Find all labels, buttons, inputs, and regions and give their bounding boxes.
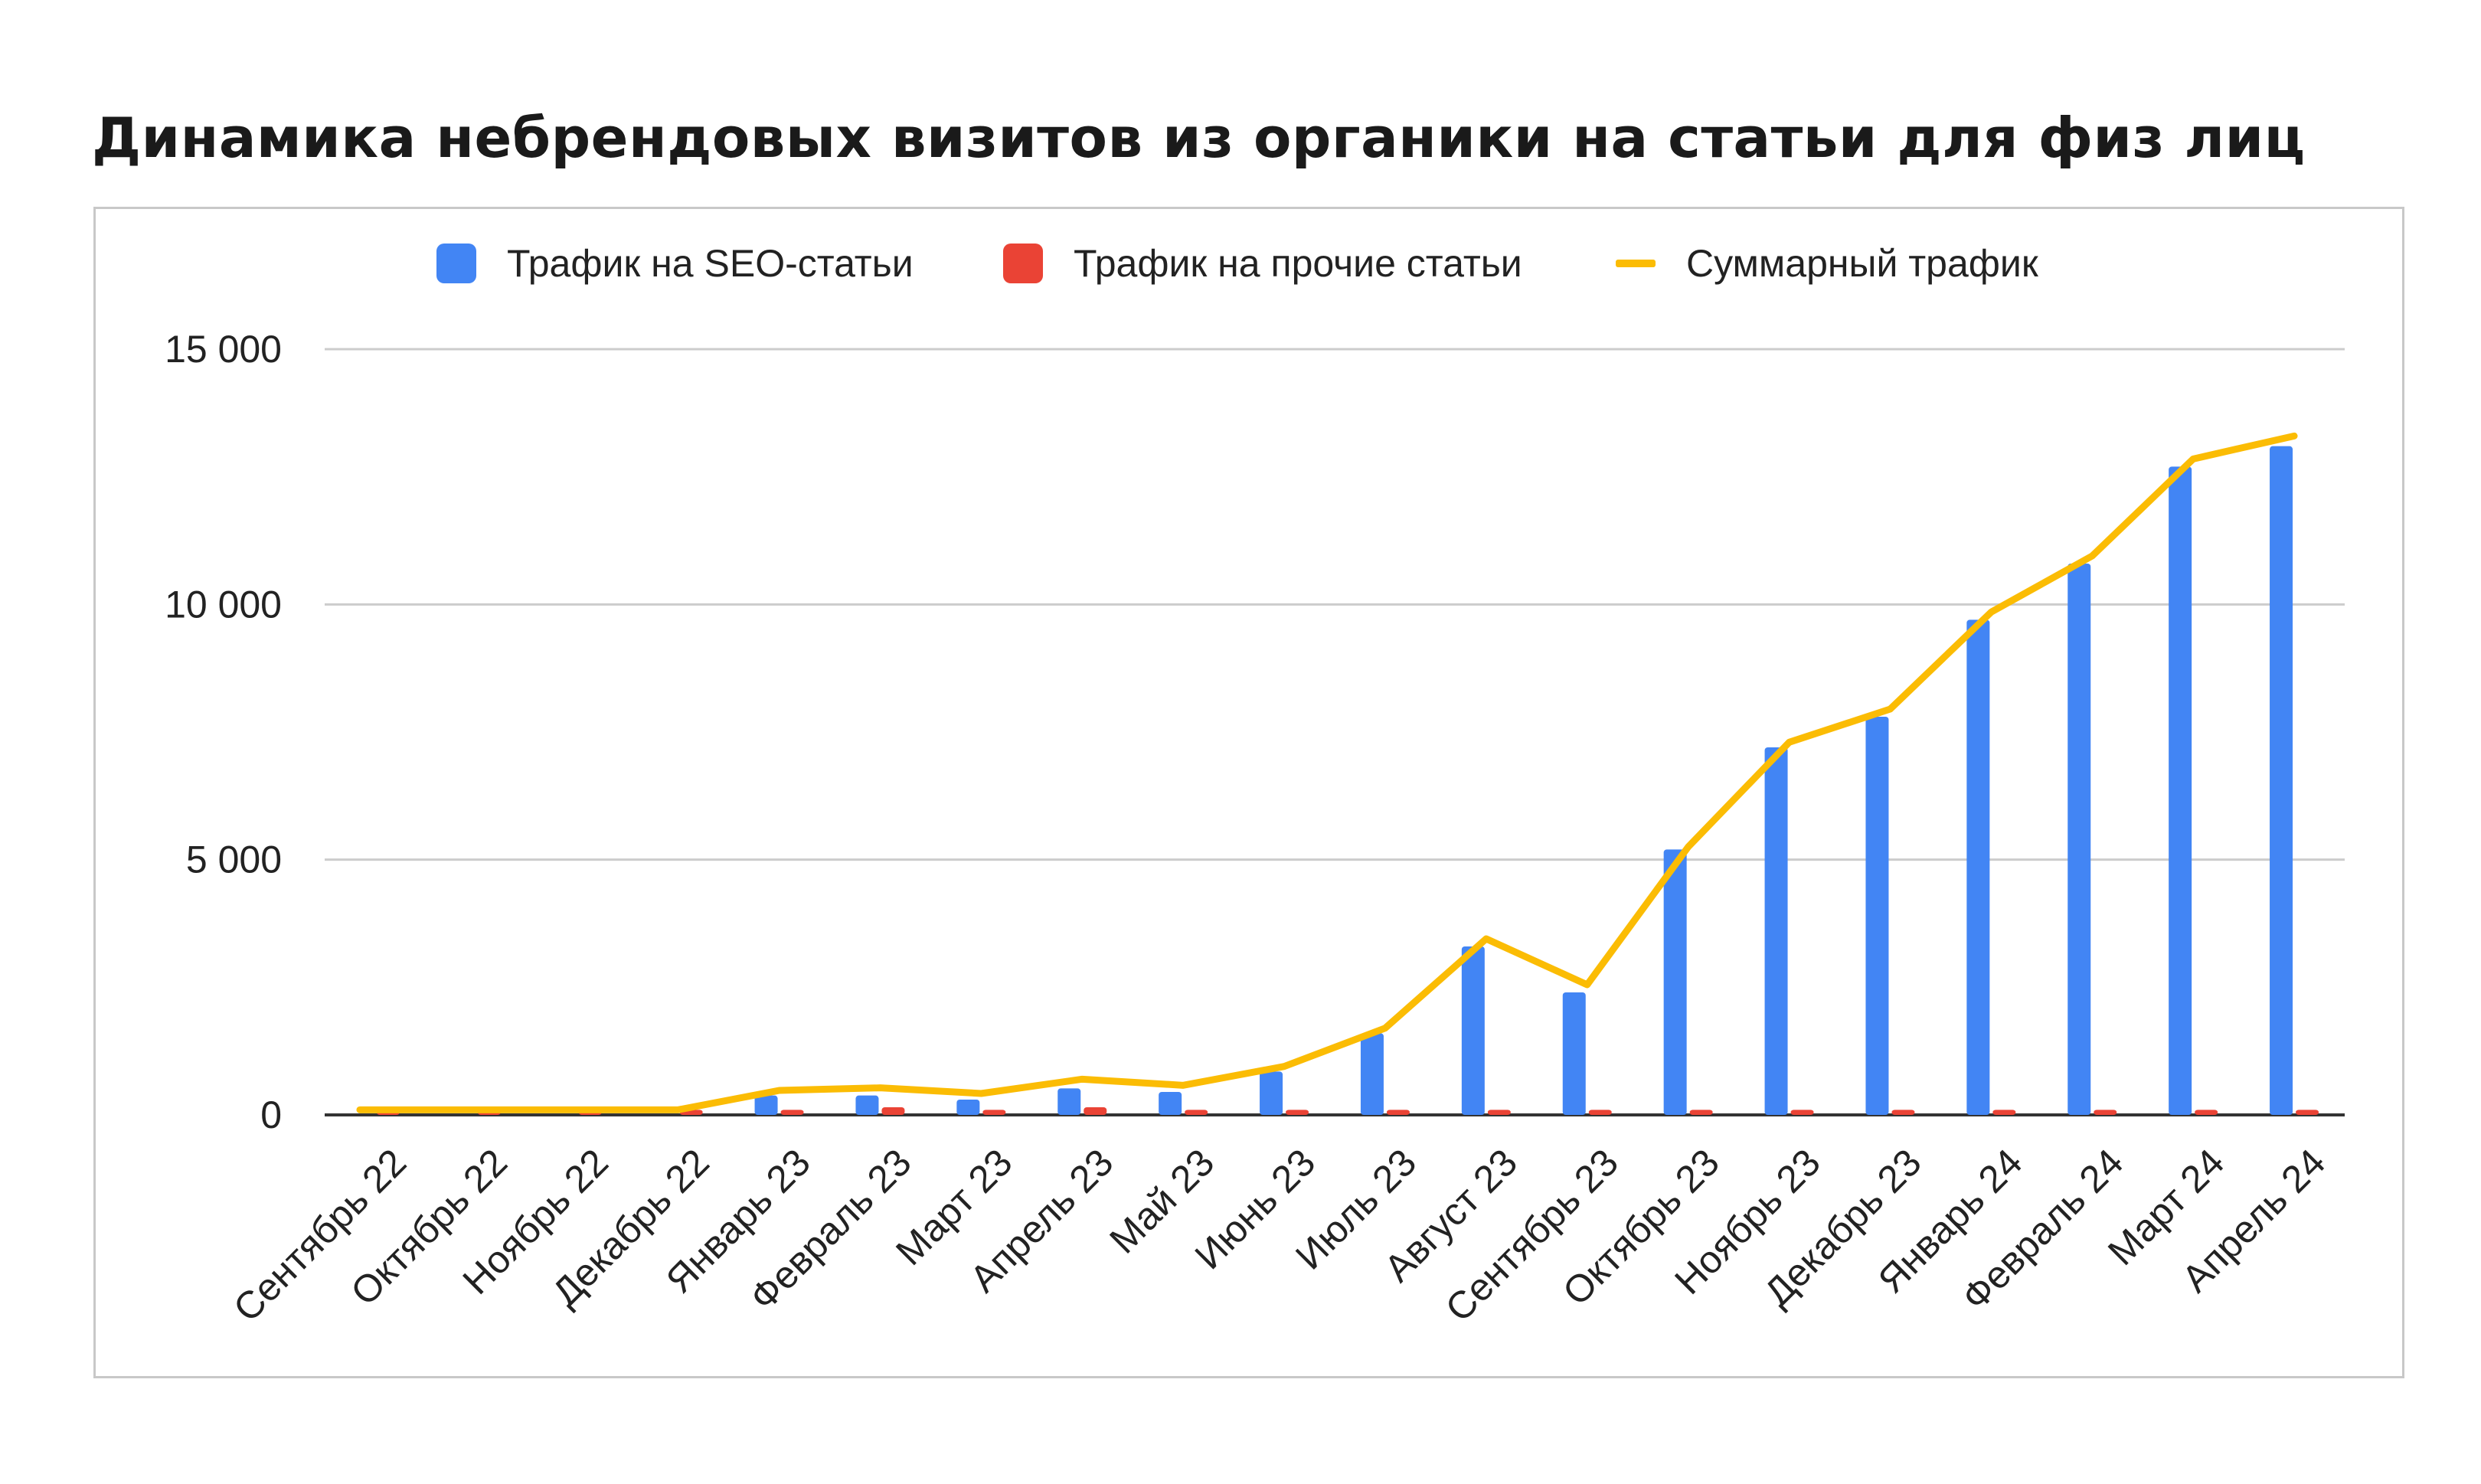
legend-swatch <box>436 244 476 283</box>
grid-lines <box>325 348 2345 1116</box>
bar-seo <box>2169 466 2192 1115</box>
bar-seo <box>1159 1092 1182 1115</box>
legend: Трафик на SEO-статьи Трафик на прочие ста… <box>436 242 2039 285</box>
total-line <box>356 432 2298 1113</box>
bar-seo <box>1764 747 1788 1115</box>
bar-seo <box>1966 619 1990 1115</box>
bar-other <box>1588 1110 1612 1115</box>
line-total <box>356 432 2298 1113</box>
bar-seo <box>1461 946 1485 1115</box>
bar-other <box>780 1110 804 1115</box>
bar-seo <box>1865 717 1889 1115</box>
bar-other <box>1386 1110 1410 1115</box>
legend-label: Трафик на прочие статьи <box>1074 242 1522 285</box>
bar-other <box>1689 1110 1713 1115</box>
bar-seo <box>1562 992 1586 1115</box>
y-tick-label: 10 000 <box>165 583 282 626</box>
bar-other <box>982 1110 1006 1115</box>
y-axis-ticks: 0 5 000 10 000 15 000 <box>165 328 282 1136</box>
legend-label: Суммарный трафик <box>1686 242 2039 285</box>
bar-other <box>1084 1107 1107 1115</box>
bar-seo <box>956 1100 980 1115</box>
bars <box>376 446 2319 1115</box>
x-tick-label: Сентябрь 22 <box>225 1141 414 1330</box>
bar-other <box>1185 1110 1208 1115</box>
chart-frame <box>93 207 2404 1378</box>
bar-other <box>1487 1110 1511 1115</box>
bar-seo <box>855 1095 879 1115</box>
bar-other <box>881 1107 905 1115</box>
bar-other <box>2296 1110 2319 1115</box>
bar-seo <box>1360 1033 1384 1115</box>
legend-label: Трафик на SEO-статьи <box>507 242 914 285</box>
bar-seo <box>2270 446 2293 1115</box>
bar-other <box>1286 1110 1309 1115</box>
legend-swatch <box>1003 244 1043 283</box>
bar-other <box>2094 1110 2117 1115</box>
y-tick-label: 5 000 <box>186 838 282 881</box>
bar-seo <box>1260 1071 1283 1115</box>
bar-seo <box>754 1095 778 1115</box>
bar-seo <box>1663 849 1687 1115</box>
legend-swatch <box>1616 260 1656 267</box>
bar-other <box>1992 1110 2016 1115</box>
chart-title: Динамика небрендовых визитов из органики… <box>92 106 2306 170</box>
y-tick-label: 0 <box>260 1093 282 1136</box>
bar-other <box>2195 1110 2218 1115</box>
bar-seo <box>2068 564 2091 1115</box>
x-tick-label: Сентябрь 23 <box>1437 1141 1626 1330</box>
bar-seo <box>1057 1088 1081 1115</box>
bar-other <box>1891 1110 1915 1115</box>
bar-other <box>1790 1110 1814 1115</box>
y-tick-label: 15 000 <box>165 328 282 371</box>
